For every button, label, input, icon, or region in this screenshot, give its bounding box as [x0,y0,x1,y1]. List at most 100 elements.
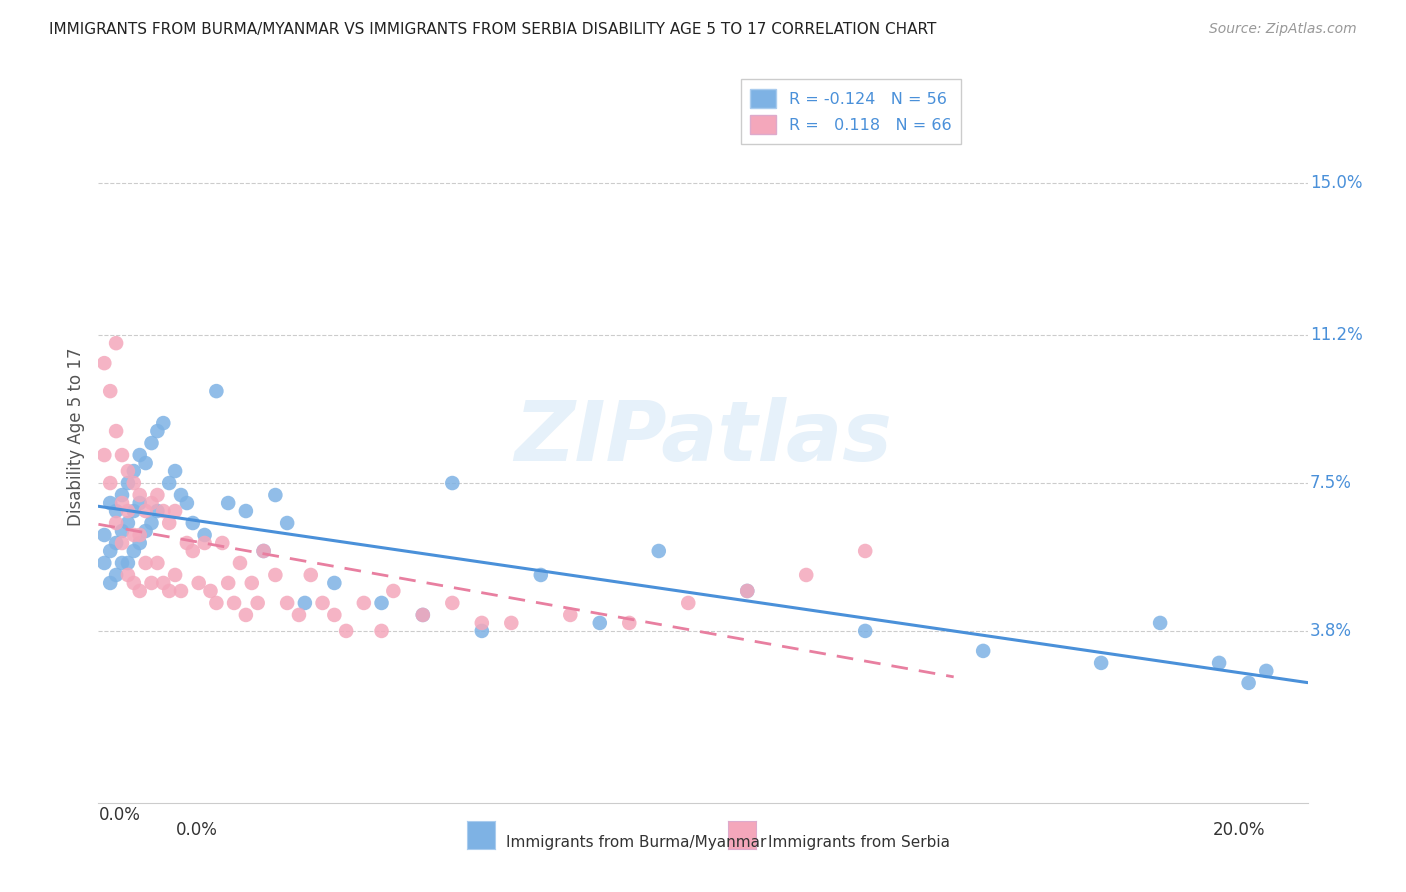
Point [117,556,139,570]
Point [141,516,163,530]
Text: Source: ZipAtlas.com: Source: ZipAtlas.com [1209,22,1357,37]
Point [141,496,163,510]
Point [176,536,198,550]
Point [111,536,134,550]
Point [853,624,876,638]
Point [181,544,204,558]
Point [1149,615,1171,630]
Point [146,488,169,502]
Point [98,544,121,558]
Point [128,488,150,502]
Legend: R = -0.124   N = 56, R =   0.118   N = 66: R = -0.124 N = 56, R = 0.118 N = 66 [741,79,962,144]
Point [323,607,346,622]
Point [252,544,274,558]
Point [276,596,298,610]
Point [152,416,174,430]
Point [240,576,263,591]
Point [323,576,346,591]
Point [530,568,553,582]
Point [648,544,671,558]
Point [98,496,121,510]
Point [170,488,193,502]
Text: IMMIGRANTS FROM BURMA/MYANMAR VS IMMIGRANTS FROM SERBIA DISABILITY AGE 5 TO 17 C: IMMIGRANTS FROM BURMA/MYANMAR VS IMMIGRA… [49,22,936,37]
Point [235,607,257,622]
Point [294,596,316,610]
Point [117,568,139,582]
Point [370,596,392,610]
Point [105,424,128,438]
Point [135,524,157,538]
Point [222,596,245,610]
Point [117,504,139,518]
Point [501,615,523,630]
Point [853,544,876,558]
Point [1090,656,1112,670]
Point [98,576,121,591]
Point [194,536,217,550]
Point [93,528,115,542]
Point [412,607,434,622]
Point [589,615,612,630]
Point [211,536,233,550]
Point [152,504,174,518]
Point [152,576,174,591]
Point [299,568,322,582]
Point [311,596,333,610]
Point [105,504,128,518]
Point [252,544,274,558]
Point [122,464,145,478]
Point [135,556,157,570]
Point [135,504,157,518]
Point [1208,656,1230,670]
Text: Immigrants from Burma/Myanmar: Immigrants from Burma/Myanmar [506,835,766,849]
Point [972,644,994,658]
Point [117,476,139,491]
Point [128,496,150,510]
Point [122,476,145,491]
Point [111,496,134,510]
Point [93,556,115,570]
Point [276,516,298,530]
Point [187,576,209,591]
Point [217,576,239,591]
Point [735,584,758,599]
Point [157,584,180,599]
Point [235,504,257,518]
Point [560,607,582,622]
Point [441,476,464,491]
Point [122,544,145,558]
Point [165,568,187,582]
Point [105,336,128,351]
Point [205,384,228,398]
Point [93,356,115,370]
Point [165,504,187,518]
Point [353,596,375,610]
Text: 20.0%: 20.0% [1213,821,1265,838]
Point [288,607,311,622]
Point [157,516,180,530]
Point [441,596,464,610]
Point [794,568,817,582]
Point [217,496,239,510]
Text: 15.0%: 15.0% [1310,174,1362,193]
Point [111,448,134,462]
Point [128,448,150,462]
Text: 11.2%: 11.2% [1310,326,1362,344]
Point [205,596,228,610]
Text: 0.0%: 0.0% [176,821,218,838]
Point [141,576,163,591]
Text: 3.8%: 3.8% [1310,622,1353,640]
Point [117,516,139,530]
Point [1237,676,1260,690]
Text: 0.0%: 0.0% [98,806,141,824]
Point [229,556,252,570]
Text: ZIPatlas: ZIPatlas [515,397,891,477]
Point [370,624,392,638]
Text: Immigrants from Serbia: Immigrants from Serbia [768,835,949,849]
Point [105,568,128,582]
Point [471,624,494,638]
Point [471,615,494,630]
Point [98,476,121,491]
Point [111,488,134,502]
Point [122,576,145,591]
